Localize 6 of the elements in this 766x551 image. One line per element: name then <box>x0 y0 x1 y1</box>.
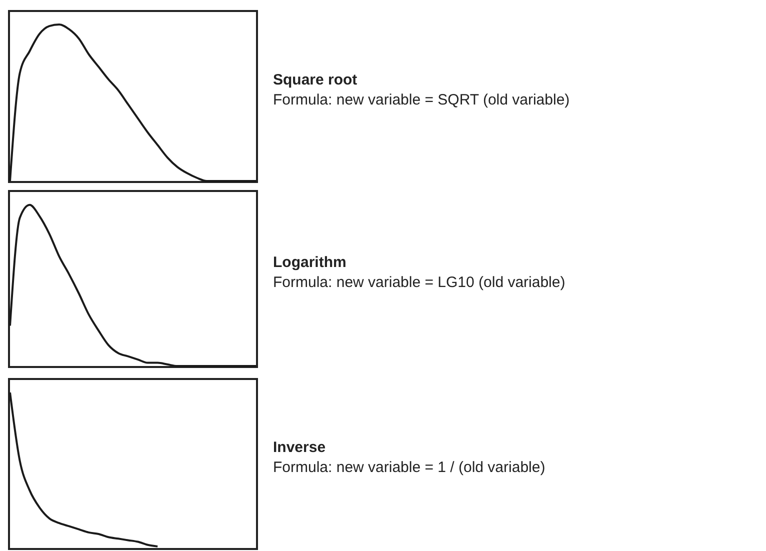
text: Formula: new variable = 1 / (old variable) <box>273 459 546 476</box>
text: Square root <box>273 72 358 88</box>
text: Formula: new variable = LG10 (old variable) <box>273 274 566 291</box>
text: Formula: new variable = SQRT (old variable) <box>273 92 570 108</box>
text: Logarithm <box>273 254 346 271</box>
text: Inverse <box>273 439 326 456</box>
